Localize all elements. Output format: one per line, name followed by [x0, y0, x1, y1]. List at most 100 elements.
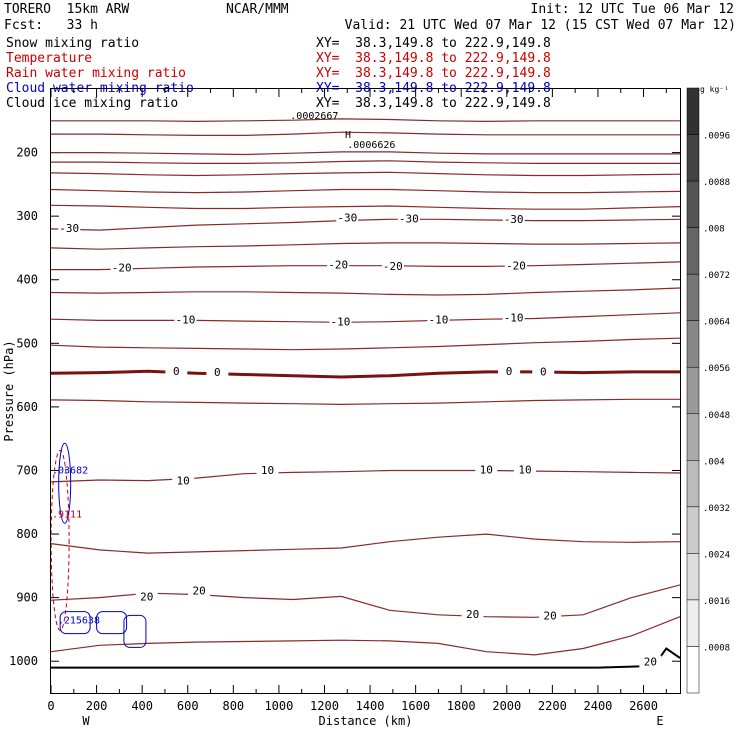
terrain-line	[51, 647, 681, 669]
colorbar-unit: g kg⁻¹	[700, 85, 729, 94]
valid-time: Valid: 21 UTC Wed 07 Mar 12 (15 CST Wed …	[344, 18, 736, 33]
colorbar-tick-label: .004	[703, 457, 725, 467]
y-tick-label: 900	[16, 591, 38, 605]
temperature-label: -20	[506, 259, 526, 272]
y-tick-label: 300	[16, 209, 38, 223]
temperature-label: 0	[214, 366, 221, 379]
colorbar-tick-label: .0088	[703, 178, 730, 188]
x-tick-label: 2200	[538, 699, 567, 713]
colorbar-swatch	[686, 180, 700, 228]
temperature-contour	[50, 469, 681, 483]
label-background	[336, 211, 359, 224]
colorbar-swatch	[686, 460, 700, 508]
colorbar-tick-label: .0064	[703, 318, 730, 328]
temperature-label: 0	[173, 365, 180, 378]
colorbar-swatch	[686, 87, 700, 135]
y-tick-label: 500	[16, 336, 38, 350]
temperature-label: 10	[177, 474, 190, 487]
label-background	[539, 609, 562, 622]
temperature-contours	[50, 118, 681, 656]
colorbar-swatch	[686, 366, 700, 415]
x-tick-label: 2400	[584, 699, 613, 713]
y-tick-label: 1000	[9, 654, 38, 668]
terrain-line	[51, 647, 681, 669]
y-tick-label: 800	[16, 527, 38, 541]
temperature-contour	[51, 160, 680, 164]
temperature-contour	[51, 131, 680, 136]
label-background	[397, 212, 420, 225]
east-label: E	[656, 714, 663, 728]
x-tick-label: 400	[131, 699, 153, 713]
field-label: Cloud ice mixing ratio	[6, 96, 179, 111]
cloud-water-contour	[123, 614, 147, 648]
y-tick-label: 600	[16, 400, 38, 414]
temperature-label: 20	[543, 610, 556, 623]
colorbar-tick-label: .0008	[703, 643, 730, 653]
x-tick-label: 1200	[310, 699, 339, 713]
temperature-label: -20	[112, 261, 132, 274]
contour-annotation: .0006626	[347, 140, 395, 151]
label-background	[475, 463, 498, 476]
x-tick-label: 2000	[492, 699, 521, 713]
x-tick-label: 1400	[356, 699, 385, 713]
label-background	[327, 258, 350, 271]
temperature-contour	[50, 369, 680, 379]
label-background	[165, 364, 188, 377]
x-tick-label: 1000	[264, 699, 293, 713]
temperature-label: -10	[176, 313, 196, 326]
label-background	[256, 464, 279, 477]
temperature-label: 10	[480, 463, 493, 476]
field-xy: XY= 38.3,149.8 to 222.9,149.8	[316, 66, 551, 81]
temperature-label: 10	[261, 464, 274, 477]
field-label: Rain water mixing ratio	[6, 66, 187, 81]
x-tick-label: 0	[47, 699, 54, 713]
contour-labels: -30 -30 -30 -30 -20 -20 -20 -20 -10 -10 -10 -10 0 0 0 0…	[52, 111, 662, 668]
contour-annotation: .03682	[52, 466, 88, 477]
label-background	[532, 365, 555, 378]
label-background	[461, 607, 484, 620]
temperature-label: 20	[193, 584, 206, 597]
temperature-label: -30	[504, 213, 524, 226]
temperature-label: 0	[506, 365, 513, 378]
temperature-label: -30	[399, 212, 419, 225]
temperature-contour	[50, 204, 681, 210]
x-tick-label: 200	[86, 699, 108, 713]
temperature-contour	[50, 312, 681, 323]
contour-annotation: .9111	[52, 510, 82, 521]
plot-frame	[50, 88, 681, 694]
y-tick-label: 700	[16, 463, 38, 477]
colorbar-swatch	[686, 320, 700, 368]
x-tick-label: 800	[222, 699, 244, 713]
field-xy: XY= 38.3,149.8 to 222.9,149.8	[316, 36, 551, 51]
field-xy: XY= 38.3,149.8 to 222.9,149.8	[316, 96, 551, 111]
temperature-contour	[50, 337, 681, 351]
colorbar-swatch	[686, 646, 700, 694]
colorbar-swatch	[686, 227, 700, 275]
colorbar-swatch	[686, 413, 700, 461]
temperature-label: -10	[504, 312, 524, 325]
colorbar: g kg⁻¹ .0096 .0088 .008 .0072 .0064 .0056 .0048…	[686, 85, 730, 694]
temperature-contour	[51, 151, 680, 156]
label-background	[427, 313, 450, 326]
temperature-contour	[50, 398, 680, 406]
label-background	[502, 212, 525, 225]
label-background	[498, 364, 521, 377]
label-background	[504, 259, 527, 272]
colorbar-swatch	[686, 553, 700, 601]
temperature-label: 20	[644, 655, 657, 668]
init-time: Init: 12 UTC Tue 06 Mar 12	[530, 2, 735, 17]
colorbar-tick-label: .0016	[703, 597, 730, 607]
colorbar-swatch	[686, 599, 700, 647]
temperature-label: -30	[337, 212, 357, 225]
x-axis-label: Distance (km)	[319, 714, 413, 728]
label-background	[502, 311, 525, 324]
y-tick-label: 400	[16, 273, 38, 287]
y-axis-label: Pressure (hPa)	[2, 340, 16, 441]
y-tick-label: 200	[16, 146, 38, 160]
x-tick-label: 600	[177, 699, 199, 713]
colorbar-tick-label: .0096	[703, 132, 730, 142]
label-background	[381, 260, 404, 273]
cloud-water-contour	[58, 442, 72, 524]
cloud-water-contour	[96, 611, 128, 635]
